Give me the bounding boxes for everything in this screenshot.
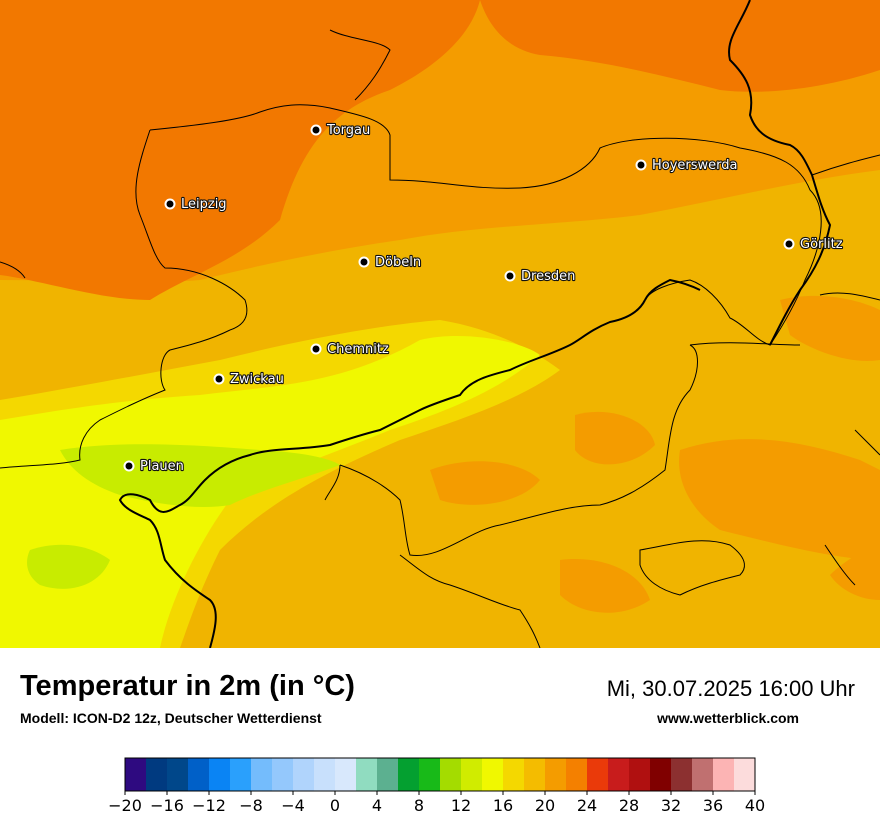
- city-plauen[interactable]: Plauen: [123, 458, 185, 475]
- legend-swatch: [692, 758, 714, 791]
- city-label: Zwickau: [230, 372, 284, 387]
- city-torgau[interactable]: Torgau: [310, 122, 371, 139]
- legend-tick-label: −20: [108, 796, 142, 815]
- legend-swatch: [230, 758, 252, 791]
- legend-swatch: [272, 758, 294, 791]
- legend-swatch: [734, 758, 756, 791]
- legend-swatch: [566, 758, 588, 791]
- city-doebeln[interactable]: Döbeln: [358, 254, 422, 271]
- legend-tick-label: 36: [703, 796, 723, 815]
- legend-swatch: [251, 758, 273, 791]
- legend-tick-label: 12: [451, 796, 471, 815]
- legend-ticks: −20 −16 −12 −8 −4 0 4 8 12 16 20 24 28 32 36 40: [108, 791, 765, 815]
- legend-swatches: [125, 758, 756, 791]
- city-label: Dresden: [521, 269, 575, 284]
- city-label: Leipzig: [181, 197, 227, 212]
- city-markers: Torgau Leipzig Hoyerswerda Görlitz Döbel…: [123, 122, 844, 475]
- website-link[interactable]: www.wetterblick.com: [657, 710, 799, 726]
- legend-swatch: [713, 758, 735, 791]
- city-label: Chemnitz: [327, 342, 389, 357]
- city-hoyerswerda[interactable]: Hoyerswerda: [635, 157, 739, 174]
- legend-swatch: [545, 758, 567, 791]
- legend-swatch: [167, 758, 189, 791]
- legend-swatch: [650, 758, 672, 791]
- temperature-map: Torgau Leipzig Hoyerswerda Görlitz Döbel…: [0, 0, 880, 648]
- city-zwickau[interactable]: Zwickau: [213, 371, 285, 388]
- city-label: Döbeln: [375, 255, 421, 270]
- map-footer: Temperatur in 2m (in °C) Modell: ICON-D2…: [0, 648, 880, 830]
- legend-tick-label: 16: [493, 796, 513, 815]
- legend-tick-label: 4: [372, 796, 382, 815]
- legend-swatch: [524, 758, 546, 791]
- color-legend: −20 −16 −12 −8 −4 0 4 8 12 16 20 24 28 32 36 40: [108, 757, 765, 815]
- legend-tick-label: 28: [619, 796, 639, 815]
- legend-swatch: [125, 758, 147, 791]
- legend-tick-label: −8: [239, 796, 263, 815]
- legend-swatch: [629, 758, 651, 791]
- legend-swatch: [419, 758, 441, 791]
- legend-swatch: [146, 758, 168, 791]
- legend-tick-label: 0: [330, 796, 340, 815]
- city-label: Torgau: [326, 123, 370, 138]
- legend-tick-label: 40: [745, 796, 765, 815]
- city-dresden[interactable]: Dresden: [504, 268, 576, 285]
- legend-swatch: [398, 758, 420, 791]
- legend-frame: [124, 757, 756, 792]
- legend-swatch: [377, 758, 399, 791]
- legend-tick-label: 32: [661, 796, 681, 815]
- city-label: Görlitz: [800, 237, 843, 252]
- map-title: Temperatur in 2m (in °C): [20, 670, 355, 702]
- legend-tick-label: −4: [281, 796, 305, 815]
- legend-tick-label: 24: [577, 796, 597, 815]
- model-source: Modell: ICON-D2 12z, Deutscher Wetterdie…: [20, 710, 322, 726]
- legend-swatch: [671, 758, 693, 791]
- legend-tick-label: 8: [414, 796, 424, 815]
- legend-swatch: [188, 758, 210, 791]
- legend-tick-label: −16: [150, 796, 184, 815]
- city-leipzig[interactable]: Leipzig: [164, 196, 228, 213]
- city-label: Hoyerswerda: [652, 158, 738, 173]
- legend-swatch: [482, 758, 504, 791]
- legend-swatch: [293, 758, 315, 791]
- forecast-datetime: Mi, 30.07.2025 16:00 Uhr: [606, 676, 855, 701]
- legend-swatch: [503, 758, 525, 791]
- legend-swatch: [356, 758, 378, 791]
- city-label: Plauen: [140, 459, 184, 474]
- legend-swatch: [461, 758, 483, 791]
- legend-swatch: [209, 758, 231, 791]
- city-chemnitz[interactable]: Chemnitz: [310, 341, 390, 358]
- legend-tick-label: 20: [535, 796, 555, 815]
- legend-swatch: [335, 758, 357, 791]
- legend-swatch: [440, 758, 462, 791]
- legend-swatch: [314, 758, 336, 791]
- legend-tick-label: −12: [192, 796, 226, 815]
- city-goerlitz[interactable]: Görlitz: [783, 236, 844, 253]
- legend-swatch: [608, 758, 630, 791]
- legend-swatch: [587, 758, 609, 791]
